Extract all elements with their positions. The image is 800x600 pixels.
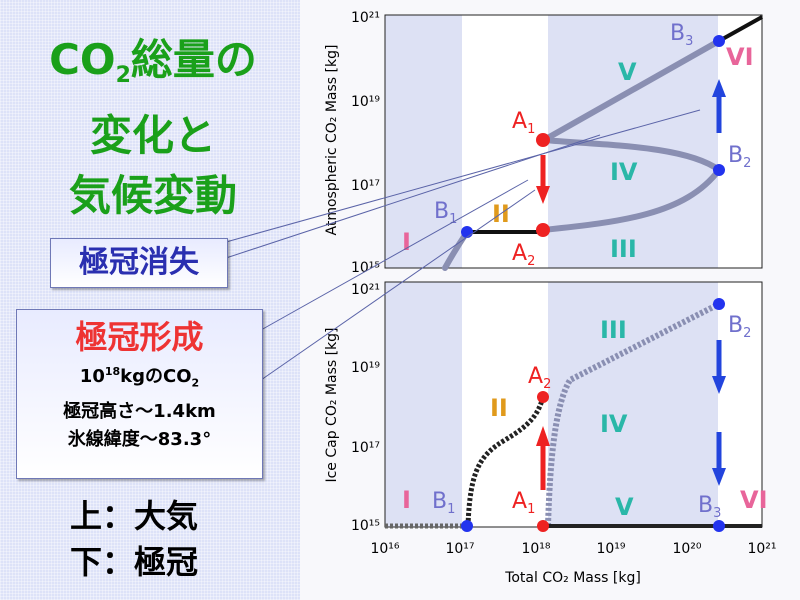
bottom-arrow-down-blue-2 xyxy=(712,432,726,486)
callout-formation-title: 極冠形成 xyxy=(75,318,204,356)
bottom-point-B2 xyxy=(713,298,725,310)
bottom-region-label-II: II xyxy=(490,394,508,422)
panel-caption: 上：大気 下：極冠 xyxy=(70,493,198,585)
x-tick: 10²¹ xyxy=(747,541,776,557)
top-point-A2 xyxy=(536,223,550,237)
x-tick: 10¹⁸ xyxy=(521,541,550,557)
callout-formation-height: 極冠高さ～1.4km xyxy=(63,400,216,422)
title-line-1: CO2総量の xyxy=(49,35,257,88)
x-tick: 10¹⁹ xyxy=(596,541,625,557)
bottom-point-B3 xyxy=(713,520,725,532)
bottom-curve-region-II xyxy=(465,396,546,527)
x-tick: 10¹⁷ xyxy=(445,541,474,557)
bottom-arrow-down-blue-1 xyxy=(712,340,726,394)
top-y-axis-label: Atmospheric CO₂ Mass [kg] xyxy=(324,45,340,236)
top-point-A1 xyxy=(536,133,550,147)
top-region-label-II: II xyxy=(492,200,510,228)
title-line-2: 変化と xyxy=(89,111,216,160)
top-region-label-V: V xyxy=(618,58,637,86)
bottom-label-A1: A1 xyxy=(512,489,535,517)
top-arrow-up-blue xyxy=(712,79,726,133)
bottom-region-label-VI: VI xyxy=(740,486,768,514)
bottom-point-A2 xyxy=(537,391,549,403)
bottom-region-label-I: I xyxy=(402,486,411,514)
top-region-label-IV: IV xyxy=(610,158,638,186)
top-region-label-I: I xyxy=(402,228,411,256)
title-line-3: 気候変動 xyxy=(68,171,237,220)
page-title: CO2総量の 変化と 気候変動 xyxy=(8,30,298,226)
bottom-y-tick: 10¹⁹ xyxy=(351,360,380,376)
callout-formation-co2-mass: 1018kgのCO2 xyxy=(79,365,200,390)
caption-top-panel: 上：大気 xyxy=(70,497,199,535)
bottom-arrow-up-red xyxy=(536,426,550,490)
top-y-tick: 10¹⁷ xyxy=(351,178,380,194)
top-y-tick: 10¹⁵ xyxy=(351,260,380,276)
callout-formation-ice-line-latitude: 氷線緯度～83.3° xyxy=(67,428,212,450)
bottom-label-B2: B2 xyxy=(728,313,751,341)
top-region-label-VI: VI xyxy=(726,43,754,71)
callout-ice-cap-loss: 極冠消失 xyxy=(50,238,228,288)
bottom-point-B1 xyxy=(461,520,473,532)
x-tick: 10¹⁶ xyxy=(370,541,399,557)
top-point-B2 xyxy=(713,164,725,176)
bottom-y-tick: 10²¹ xyxy=(351,282,380,298)
top-y-tick: 10¹⁹ xyxy=(351,94,380,110)
phase-diagram-figure: B1 A1 A2 B2 B3 I II III IV V VI 10¹⁵ 10¹… xyxy=(300,0,800,600)
top-curve-region-VI xyxy=(718,15,763,43)
top-point-B3 xyxy=(713,35,725,47)
bottom-label-B1: B1 xyxy=(432,489,455,517)
top-label-B3: B3 xyxy=(670,21,693,49)
top-region-label-III: III xyxy=(610,235,637,263)
bottom-region-shade-left xyxy=(385,282,462,527)
bottom-region-shade-middle xyxy=(548,282,718,527)
caption-bottom-panel: 下：極冠 xyxy=(70,543,199,581)
bottom-y-tick: 10¹⁵ xyxy=(351,518,380,534)
bottom-region-label-V: V xyxy=(615,493,634,521)
bottom-y-axis-label: Ice Cap CO₂ Mass [kg] xyxy=(324,327,340,482)
top-point-B1 xyxy=(461,226,473,238)
top-panel: B1 A1 A2 B2 B3 I II III IV V VI 10¹⁵ 10¹… xyxy=(324,10,763,276)
x-tick: 10²⁰ xyxy=(672,541,701,557)
phase-diagram-svg: B1 A1 A2 B2 B3 I II III IV V VI 10¹⁵ 10¹… xyxy=(324,10,777,586)
bottom-region-label-IV: IV xyxy=(600,410,628,438)
x-axis-label: Total CO₂ Mass [kg] xyxy=(504,570,641,586)
bottom-point-A1 xyxy=(537,520,549,532)
bottom-region-label-III: III xyxy=(600,316,627,344)
bottom-y-tick: 10¹⁷ xyxy=(351,440,380,456)
bottom-label-B3: B3 xyxy=(698,493,721,521)
callout-ice-cap-formation: 極冠形成 1018kgのCO2 極冠高さ～1.4km 氷線緯度～83.3° xyxy=(16,309,263,479)
top-label-B2: B2 xyxy=(728,143,751,171)
bottom-panel: B1 A1 A2 B2 B3 I II III IV V VI 10¹⁵ 10¹… xyxy=(324,281,777,586)
top-region-shade-left xyxy=(385,15,462,268)
top-y-tick: 10²¹ xyxy=(351,10,380,26)
callout-ice-cap-loss-text: 極冠消失 xyxy=(79,245,199,280)
